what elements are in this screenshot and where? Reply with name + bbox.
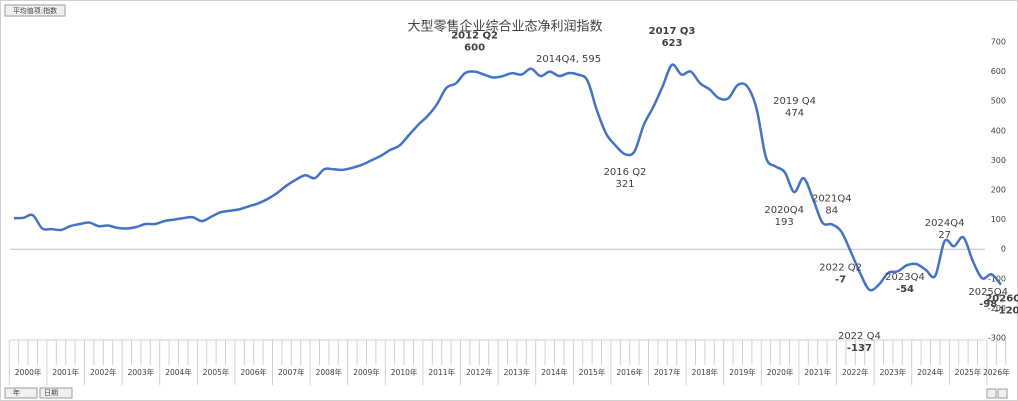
annotation-value: 84 — [825, 205, 838, 216]
value-field-button[interactable]: 平均值项:指数 — [4, 4, 66, 17]
annotation-value: 193 — [775, 217, 794, 228]
y-tick-label: 300 — [991, 156, 1006, 165]
y-tick-label: -300 — [988, 334, 1006, 343]
annotation-label: 2017 Q3 — [649, 26, 696, 37]
annotation-label: 2014Q4, 595 — [536, 54, 601, 65]
x-year-label: 2003年 — [128, 367, 155, 377]
line-series — [13, 63, 1002, 292]
date-field-button[interactable]: 日期 — [39, 387, 73, 399]
x-year-label: 2013年 — [504, 367, 531, 377]
annotation-label: 2022 Q2 — [819, 262, 862, 273]
x-year-label: 2004年 — [165, 367, 192, 377]
x-year-label: 2011年 — [428, 367, 455, 377]
x-year-label: 2008年 — [316, 367, 343, 377]
annotation-value: -98 — [979, 299, 997, 310]
annotation-label: 2023Q4 — [885, 272, 925, 283]
annotation-value: -54 — [896, 284, 914, 295]
y-tick-label: 0 — [1001, 245, 1006, 254]
y-tick-label: 100 — [991, 215, 1006, 224]
x-year-label: 2020年 — [767, 367, 794, 377]
expand-button[interactable] — [986, 388, 1008, 399]
annotation-label: 2020Q4 — [764, 205, 804, 216]
x-year-label: 2023年 — [880, 367, 907, 377]
y-tick-label: 400 — [991, 126, 1006, 135]
chart-title: 大型零售企业综合业态净利润指数 — [407, 19, 602, 35]
x-year-label: 2026年 — [983, 367, 1010, 377]
x-year-label: 2017年 — [654, 367, 681, 377]
x-year-label: 2010年 — [391, 367, 418, 377]
x-year-label: 2024年 — [917, 367, 944, 377]
x-year-label: 2001年 — [52, 367, 79, 377]
annotation-label: 2021Q4 — [812, 193, 852, 204]
x-year-label: 2022年 — [842, 367, 869, 377]
annotation-label: 2012 Q2 — [451, 31, 498, 42]
x-year-label: 2009年 — [353, 367, 380, 377]
y-tick-label: 700 — [991, 38, 1006, 47]
annotation-value: -137 — [847, 343, 872, 354]
annotation-value: 321 — [615, 179, 634, 190]
x-year-label: 2015年 — [579, 367, 606, 377]
x-year-label: 2002年 — [90, 367, 117, 377]
x-year-label: 2005年 — [203, 367, 230, 377]
x-year-label: 2000年 — [15, 367, 42, 377]
annotation-label: 2019 Q4 — [773, 96, 816, 107]
x-year-label: 2007年 — [278, 367, 305, 377]
x-year-label: 2019年 — [729, 367, 756, 377]
button-label: 年 — [13, 388, 20, 397]
year-field-button[interactable]: 年 — [4, 387, 38, 399]
x-year-label: 2018年 — [692, 367, 719, 377]
annotation-label: 2022 Q4 — [838, 331, 881, 342]
annotation-label: 2025Q4 — [968, 287, 1008, 298]
x-year-label: 2014年 — [541, 367, 568, 377]
y-tick-label: 500 — [991, 97, 1006, 106]
x-year-label: 2006年 — [240, 367, 267, 377]
y-tick-label: 600 — [991, 67, 1006, 76]
x-year-label: 2016年 — [616, 367, 643, 377]
annotation-value: -7 — [835, 274, 846, 285]
annotation-label: 2024Q4 — [925, 218, 965, 229]
button-label: 平均值项:指数 — [13, 6, 57, 15]
annotation-value: 623 — [662, 38, 683, 49]
x-year-label: 2012年 — [466, 367, 493, 377]
y-tick-label: 200 — [991, 186, 1006, 195]
annotation-value: 27 — [938, 230, 951, 241]
annotation-value: -120 — [994, 306, 1018, 317]
annotation-value: 600 — [464, 43, 485, 54]
button-label: 日期 — [44, 389, 58, 397]
annotation-value: 474 — [785, 108, 804, 119]
x-year-label: 2025年 — [955, 367, 982, 377]
y-tick-label: -200 — [988, 304, 1006, 313]
annotation-label: 2016 Q2 — [604, 167, 647, 178]
x-year-label: 2021年 — [804, 367, 831, 377]
annotation-label: 2026Q2 — [985, 294, 1018, 305]
